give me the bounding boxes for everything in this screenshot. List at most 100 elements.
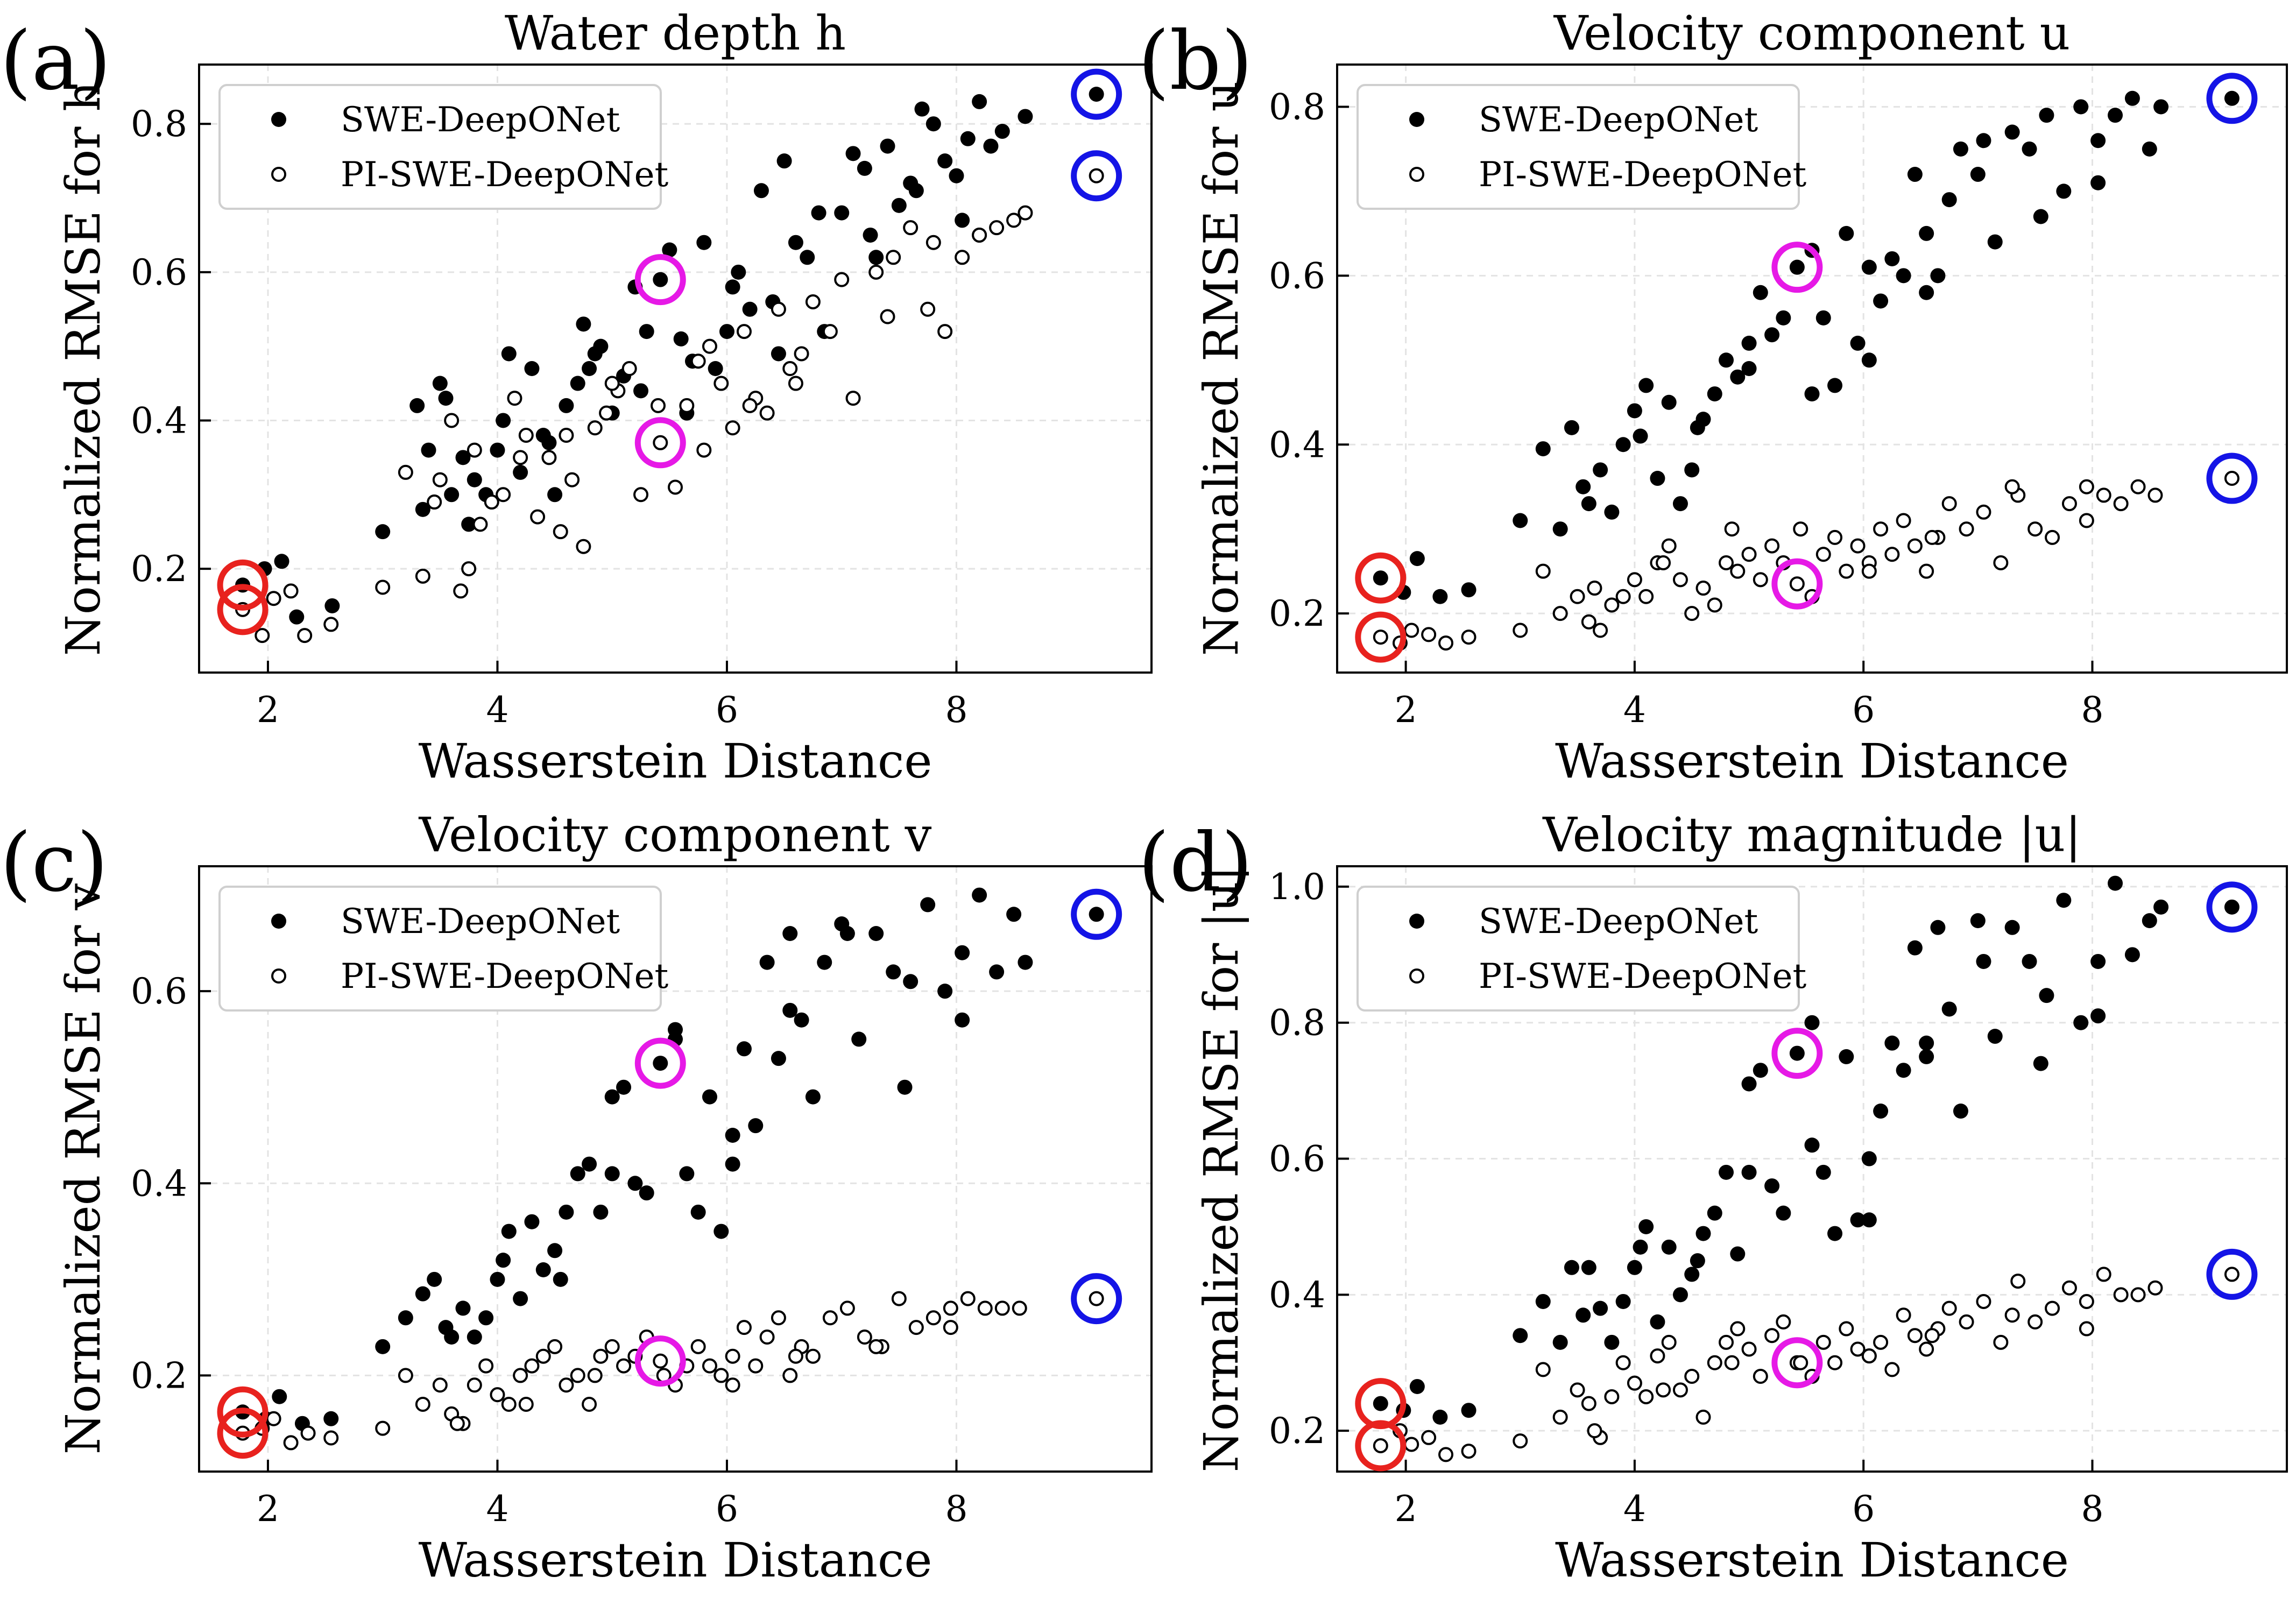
chart-panel-b: 2 4 6 8 0.2 0.4 0.6 0.8 (b) Velocity component u W… bbox=[1138, 5, 2288, 789]
pi-swe-deeponet-point bbox=[1993, 555, 2009, 570]
highlight-ring bbox=[217, 584, 269, 635]
swe-deeponet-point bbox=[1432, 1409, 1448, 1425]
pi-swe-deeponet-point bbox=[1850, 1341, 1866, 1357]
swe-deeponet-point bbox=[639, 1185, 654, 1201]
pi-swe-deeponet-point bbox=[2079, 513, 2094, 528]
highlight-ring bbox=[1771, 1028, 1823, 1079]
y-axis-label: Normalized RMSE for v bbox=[55, 883, 111, 1454]
legend-box bbox=[1357, 84, 1800, 210]
swe-deeponet-point bbox=[323, 1411, 339, 1426]
swe-deeponet-point bbox=[2033, 209, 2048, 224]
swe-deeponet-point bbox=[490, 1271, 505, 1287]
swe-deeponet-point bbox=[444, 1330, 460, 1345]
pi-swe-deeponet-point bbox=[1924, 1328, 1940, 1344]
swe-deeponet-point bbox=[817, 954, 832, 970]
swe-deeponet-point bbox=[1970, 913, 1986, 929]
swe-deeponet-point bbox=[1719, 1164, 1734, 1180]
y-tick-label: 0.6 bbox=[1269, 255, 1325, 296]
pi-swe-deeponet-point bbox=[415, 568, 430, 584]
legend-marker-filled bbox=[1409, 914, 1424, 929]
swe-deeponet-point bbox=[2224, 90, 2240, 106]
pi-swe-deeponet-point bbox=[1793, 521, 1808, 537]
swe-deeponet-point bbox=[736, 1041, 752, 1057]
swe-deeponet-point bbox=[461, 517, 477, 532]
legend-box bbox=[1357, 886, 1800, 1012]
highlight-ring bbox=[634, 1335, 686, 1387]
swe-deeponet-point bbox=[653, 1056, 668, 1071]
pi-swe-deeponet-point bbox=[1684, 606, 1700, 621]
swe-deeponet-point bbox=[2108, 108, 2123, 123]
x-tick-label: 8 bbox=[945, 689, 967, 731]
swe-deeponet-point bbox=[748, 1118, 764, 1134]
chart-panel-c: 2 4 6 8 0.2 0.4 0.6 (c) Velocity component v Wass… bbox=[0, 807, 1153, 1588]
pi-swe-deeponet-point bbox=[839, 1300, 855, 1316]
swe-deeponet-point bbox=[582, 1156, 597, 1172]
pi-swe-deeponet-point bbox=[541, 450, 557, 465]
pi-swe-deeponet-point bbox=[501, 1397, 517, 1412]
pi-swe-deeponet-point bbox=[432, 1377, 448, 1393]
pi-swe-deeponet-point bbox=[972, 227, 987, 243]
swe-deeponet-point bbox=[467, 472, 482, 487]
pi-swe-deeponet-point bbox=[1730, 1321, 1746, 1337]
swe-deeponet-point bbox=[513, 1291, 528, 1306]
swe-deeponet-point bbox=[1861, 1151, 1877, 1166]
pi-swe-deeponet-point bbox=[2004, 479, 2020, 494]
swe-deeponet-point bbox=[559, 398, 574, 413]
swe-deeponet-point bbox=[776, 153, 792, 169]
swe-deeponet-point bbox=[633, 383, 649, 399]
swe-deeponet-point bbox=[2153, 899, 2169, 915]
pi-swe-deeponet-point bbox=[1421, 1430, 1437, 1445]
swe-deeponet-point bbox=[604, 1089, 620, 1105]
swe-deeponet-point bbox=[1873, 1104, 1889, 1119]
x-tick-label: 4 bbox=[1623, 1488, 1646, 1530]
pi-swe-deeponet-point bbox=[2004, 1307, 2020, 1323]
pi-swe-deeponet-point bbox=[960, 1291, 976, 1306]
legend-label: SWE-DeepONet bbox=[341, 902, 620, 942]
highlight-ring bbox=[2206, 452, 2258, 504]
pi-swe-deeponet-point bbox=[582, 1397, 597, 1412]
swe-deeponet-point bbox=[771, 346, 786, 362]
swe-deeponet-point bbox=[2224, 899, 2240, 915]
swe-deeponet-point bbox=[1593, 462, 1608, 478]
swe-deeponet-point bbox=[851, 1031, 867, 1047]
swe-deeponet-point bbox=[1730, 1246, 1746, 1262]
pi-swe-deeponet-point bbox=[822, 324, 838, 340]
swe-deeponet-point bbox=[914, 101, 930, 117]
pi-swe-deeponet-point bbox=[1404, 1437, 1419, 1452]
pi-swe-deeponet-point bbox=[1873, 1334, 1889, 1350]
swe-deeponet-point bbox=[857, 160, 872, 176]
chart-panel-d: 2 4 6 8 0.2 0.4 0.6 0.8 1.0 (d) Velocity magnitude… bbox=[1138, 807, 2288, 1588]
pi-swe-deeponet-point bbox=[1976, 1293, 1991, 1309]
swe-deeponet-point bbox=[1581, 496, 1596, 512]
x-tick-label: 6 bbox=[716, 1488, 738, 1530]
swe-deeponet-point bbox=[1873, 293, 1889, 309]
pi-swe-deeponet-point bbox=[398, 464, 413, 480]
swe-deeponet-point bbox=[2033, 1056, 2048, 1071]
pi-swe-deeponet-point bbox=[2147, 487, 2163, 503]
swe-deeponet-point bbox=[467, 1330, 482, 1345]
swe-deeponet-point bbox=[490, 442, 505, 458]
pi-swe-deeponet-point bbox=[1959, 521, 1974, 537]
pi-swe-deeponet-point bbox=[690, 1339, 706, 1354]
highlight-ring bbox=[217, 559, 269, 611]
swe-deeponet-point bbox=[1552, 521, 1568, 537]
legend-marker-filled bbox=[271, 914, 286, 929]
highlight-ring bbox=[1355, 611, 1407, 663]
pi-swe-deeponet-point bbox=[513, 1368, 528, 1383]
pi-swe-deeponet-point bbox=[994, 1300, 1010, 1316]
pi-swe-deeponet-point bbox=[1552, 606, 1568, 621]
swe-deeponet-point bbox=[920, 897, 936, 913]
swe-deeponet-point bbox=[438, 391, 454, 406]
highlight-ring bbox=[1771, 242, 1823, 293]
pi-swe-deeponet-point bbox=[1513, 623, 1528, 638]
swe-deeponet-point bbox=[1638, 378, 1654, 393]
pi-swe-deeponet-point bbox=[702, 338, 717, 354]
pi-swe-deeponet-point bbox=[553, 524, 568, 540]
panel-label: (a) bbox=[0, 15, 111, 108]
pi-swe-deeponet-point bbox=[868, 1339, 884, 1354]
y-tick-label: 0.4 bbox=[131, 1163, 187, 1204]
pi-swe-deeponet-point bbox=[467, 1377, 482, 1393]
pi-swe-deeponet-point bbox=[559, 1377, 574, 1393]
swe-deeponet-point bbox=[1884, 1035, 1900, 1051]
legend-label: PI-SWE-DeepONet bbox=[1479, 155, 1807, 195]
